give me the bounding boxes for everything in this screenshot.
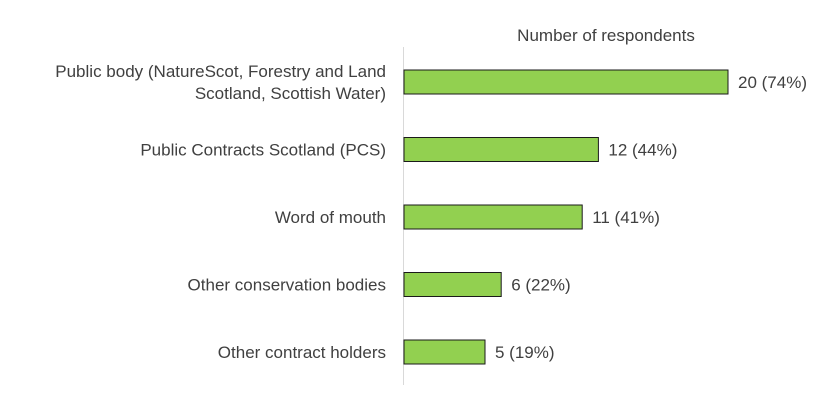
category-label: Public body (NatureScot, Forestry and La…: [55, 62, 386, 103]
bar-value-label: 11 (41%): [592, 208, 660, 227]
bar: [403, 137, 599, 162]
chart-title: Number of respondents: [517, 26, 695, 45]
category-label-line: Public body (NatureScot, Forestry and La…: [55, 62, 386, 81]
bar: [403, 339, 486, 365]
category-label: Public Contracts Scotland (PCS): [140, 141, 386, 160]
category-label: Other conservation bodies: [188, 276, 386, 295]
bars-layer: 20 (74%) Public body (NatureScot, Forestr…: [55, 62, 807, 365]
bar: [403, 69, 729, 95]
category-label-line: Other contract holders: [218, 343, 386, 362]
bar: [403, 272, 502, 297]
bar-value-label: 12 (44%): [608, 141, 677, 160]
bar-value-label: 20 (74%): [738, 73, 807, 92]
category-label-line: Word of mouth: [275, 208, 386, 227]
category-label-line: Other conservation bodies: [188, 276, 386, 295]
category-label: Word of mouth: [275, 208, 386, 227]
bar: [403, 204, 583, 230]
bar-value-label: 6 (22%): [511, 276, 571, 295]
category-label-line: Scotland, Scottish Water): [195, 84, 386, 103]
bar-value-label: 5 (19%): [495, 343, 555, 362]
category-label: Other contract holders: [218, 343, 386, 362]
category-label-line: Public Contracts Scotland (PCS): [140, 141, 386, 160]
